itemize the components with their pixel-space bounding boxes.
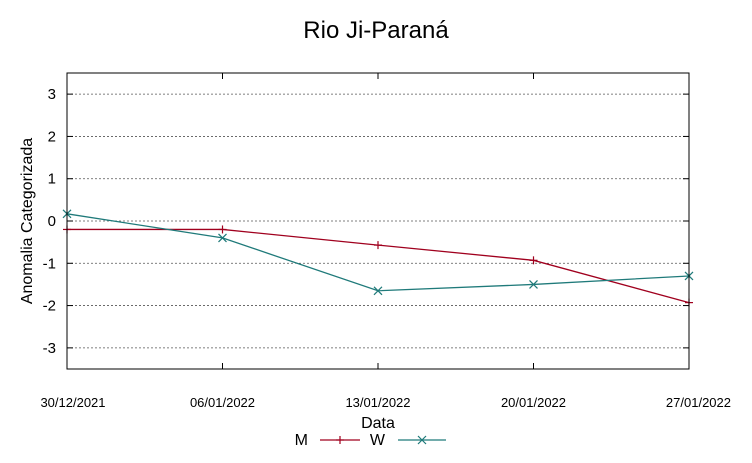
series-line — [67, 228, 690, 304]
y-axis-ticks: 3 2 1 0 -1 -2 -3 — [43, 86, 689, 357]
data-point — [529, 280, 538, 289]
data-point — [374, 241, 382, 250]
legend-marker — [336, 436, 344, 444]
x-axis-ticks: 30/12/2021 06/01/2022 13/01/2022 20/01/2022… — [40, 73, 731, 410]
y-tick-label: 1 — [48, 171, 56, 188]
gridlines — [67, 93, 689, 349]
series-m — [63, 225, 693, 307]
legend-label: W — [370, 432, 386, 449]
legend-marker — [417, 435, 427, 445]
series-line — [66, 213, 690, 292]
x-tick-label: 20/01/2022 — [501, 395, 566, 410]
legend-item: M — [295, 432, 360, 449]
y-axis-label: Anomalia Categorizada — [19, 138, 36, 304]
y-tick-label: -3 — [43, 340, 56, 357]
data-point — [218, 225, 227, 234]
data-point — [373, 286, 383, 296]
x-tick-label: 06/01/2022 — [190, 395, 255, 410]
y-tick-label: 3 — [48, 86, 56, 103]
chart-title: Rio Ji-Paraná — [303, 17, 449, 44]
x-tick-label: 27/01/2022 — [666, 395, 731, 410]
y-tick-label: -2 — [43, 298, 56, 315]
data-point — [218, 233, 227, 243]
series-lines — [62, 209, 694, 307]
y-tick-label: -1 — [43, 255, 56, 272]
y-tick-label: 2 — [48, 128, 56, 145]
legend-label: M — [295, 432, 308, 449]
plot-frame — [66, 72, 690, 370]
x-tick-label: 30/12/2021 — [40, 395, 105, 410]
y-tick-label: 0 — [48, 213, 56, 230]
x-tick-label: 13/01/2022 — [345, 395, 410, 410]
data-point — [529, 256, 538, 265]
legend-item: W — [370, 432, 446, 449]
series-w — [62, 209, 694, 296]
x-axis-label: Data — [361, 415, 395, 432]
